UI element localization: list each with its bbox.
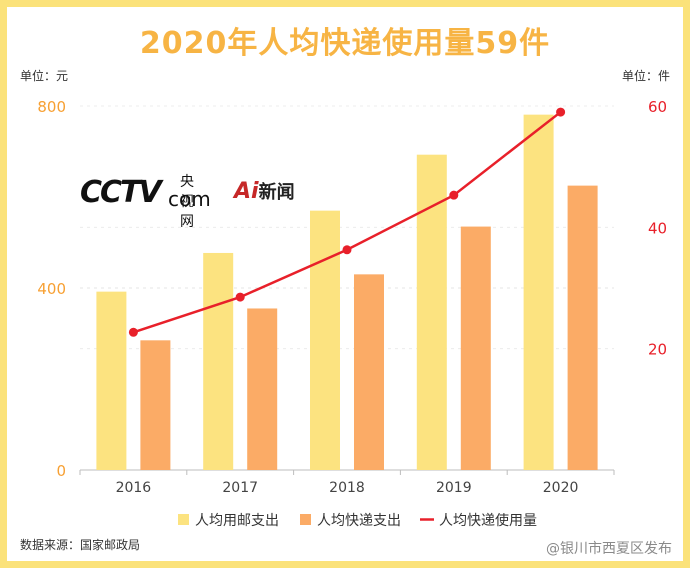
bar — [203, 252, 234, 470]
bar — [460, 226, 491, 470]
bar — [96, 291, 127, 470]
bar — [247, 308, 278, 470]
cctv-logo-main: CCTV — [80, 175, 162, 210]
bar — [354, 274, 384, 470]
ai-news-logo: Ai新闻 — [234, 178, 295, 204]
x-tick-label: 2018 — [329, 480, 365, 496]
x-tick-label: 2019 — [436, 480, 472, 496]
ai-news-logo-a: Ai — [234, 179, 259, 204]
y-left-tick-label: 800 — [37, 98, 66, 116]
left-axis-unit: 单位：元 — [20, 69, 69, 83]
data-source: 数据来源：国家邮政局 — [20, 538, 141, 552]
chart-title: 2020年人均快递使用量59件 — [139, 26, 551, 61]
line-point — [128, 327, 138, 337]
watermark: @银川市西夏区发布 — [546, 541, 672, 557]
x-tick-label: 2020 — [543, 480, 579, 496]
line-point — [342, 245, 352, 255]
x-tick-label: 2016 — [116, 480, 152, 496]
y-right-tick-label: 20 — [648, 341, 667, 359]
y-right-tick-label: 40 — [648, 219, 667, 237]
cctv-logo: CCTV 央视网 com — [80, 174, 211, 230]
bar — [523, 114, 554, 471]
legend-label: 人均快递支出 — [317, 513, 401, 529]
cctv-logo-small: 央视网 — [180, 174, 194, 230]
right-axis-unit: 单位：件 — [621, 69, 670, 83]
x-tick-label: 2017 — [222, 480, 258, 496]
bar — [567, 185, 598, 470]
legend-swatch — [300, 514, 311, 525]
bar — [140, 340, 171, 470]
legend-label: 人均用邮支出 — [195, 513, 279, 529]
y-right-tick-label: 60 — [648, 98, 667, 116]
y-left-tick-label: 400 — [37, 280, 66, 298]
line-point — [556, 107, 566, 117]
y-left-tick-label: 0 — [56, 462, 66, 480]
legend-swatch — [178, 514, 189, 525]
line-point — [449, 190, 459, 200]
bar — [310, 210, 340, 470]
line-series — [133, 111, 562, 334]
ai-news-logo-b: 新闻 — [258, 182, 295, 203]
legend-label: 人均快递使用量 — [439, 512, 537, 529]
line-point — [235, 292, 245, 302]
cctv-logo-domain: com — [168, 187, 211, 211]
